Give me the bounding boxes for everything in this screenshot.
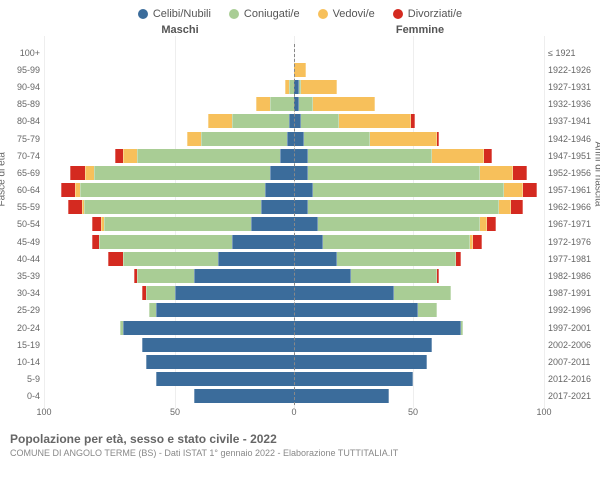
age-label: 95-99 [0, 65, 44, 75]
age-label: 100+ [0, 48, 44, 58]
year-label: 1982-1986 [544, 271, 600, 281]
column-headers: Maschi Femmine [0, 24, 600, 36]
age-label: 80-84 [0, 116, 44, 126]
year-label: 2017-2021 [544, 391, 600, 401]
year-label: 1997-2001 [544, 323, 600, 333]
year-label: 1942-1946 [544, 134, 600, 144]
legend-dot-icon [229, 9, 239, 19]
age-label: 40-44 [0, 254, 44, 264]
year-label: 1967-1971 [544, 219, 600, 229]
year-label: 1932-1936 [544, 99, 600, 109]
females-header: Femmine [300, 24, 600, 36]
year-label: 1987-1991 [544, 288, 600, 298]
year-label: 1952-1956 [544, 168, 600, 178]
age-label: 70-74 [0, 151, 44, 161]
pyramid-rows: 100+ ≤ 1921 95-99 1922-1926 90-94 1927-1931 85… [0, 44, 600, 405]
x-axis-ticks: 100500 50100 [44, 405, 544, 421]
year-label: 1937-1941 [544, 116, 600, 126]
legend-item: Vedovi/e [318, 8, 375, 20]
x-tick-label: 50 [170, 407, 180, 417]
legend-dot-icon [318, 9, 328, 19]
legend-label: Coniugati/e [244, 8, 300, 20]
age-label: 0-4 [0, 391, 44, 401]
legend-item: Divorziati/e [393, 8, 462, 20]
year-label: 1962-1966 [544, 202, 600, 212]
x-tick-label: 100 [536, 407, 551, 417]
year-label: 1992-1996 [544, 305, 600, 315]
chart-title: Popolazione per età, sesso e stato civil… [10, 432, 590, 446]
legend-label: Divorziati/e [408, 8, 462, 20]
age-label: 75-79 [0, 134, 44, 144]
chart-footer: Popolazione per età, sesso e stato civil… [0, 426, 600, 464]
year-label: 1947-1951 [544, 151, 600, 161]
age-label: 45-49 [0, 237, 44, 247]
year-label: 2012-2016 [544, 374, 600, 384]
legend-dot-icon [138, 9, 148, 19]
age-label: 50-54 [0, 219, 44, 229]
age-label: 10-14 [0, 357, 44, 367]
legend-item: Coniugati/e [229, 8, 300, 20]
age-label: 25-29 [0, 305, 44, 315]
age-label: 30-34 [0, 288, 44, 298]
age-label: 15-19 [0, 340, 44, 350]
year-label: 1957-1961 [544, 185, 600, 195]
legend: Celibi/Nubili Coniugati/e Vedovi/e Divorzia… [0, 0, 600, 24]
age-label: 60-64 [0, 185, 44, 195]
year-label: 1927-1931 [544, 82, 600, 92]
chart-area: Fasce di età Anni di nascita 100+≤ 19219… [0, 36, 600, 426]
year-label: 1972-1976 [544, 237, 600, 247]
legend-label: Vedovi/e [333, 8, 375, 20]
x-tick-label: 100 [36, 407, 51, 417]
males-header: Maschi [0, 24, 300, 36]
year-label: 2002-2006 [544, 340, 600, 350]
age-label: 20-24 [0, 323, 44, 333]
legend-label: Celibi/Nubili [153, 8, 211, 20]
age-label: 90-94 [0, 82, 44, 92]
center-axis-line [294, 44, 295, 405]
legend-item: Celibi/Nubili [138, 8, 211, 20]
age-label: 5-9 [0, 374, 44, 384]
year-label: ≤ 1921 [544, 48, 600, 58]
age-label: 35-39 [0, 271, 44, 281]
age-label: 55-59 [0, 202, 44, 212]
year-label: 2007-2011 [544, 357, 600, 367]
year-label: 1977-1981 [544, 254, 600, 264]
age-label: 85-89 [0, 99, 44, 109]
age-label: 65-69 [0, 168, 44, 178]
legend-dot-icon [393, 9, 403, 19]
x-tick-label: 50 [408, 407, 418, 417]
year-label: 1922-1926 [544, 65, 600, 75]
chart-source: COMUNE DI ANGOLO TERME (BS) - Dati ISTAT… [10, 448, 590, 458]
